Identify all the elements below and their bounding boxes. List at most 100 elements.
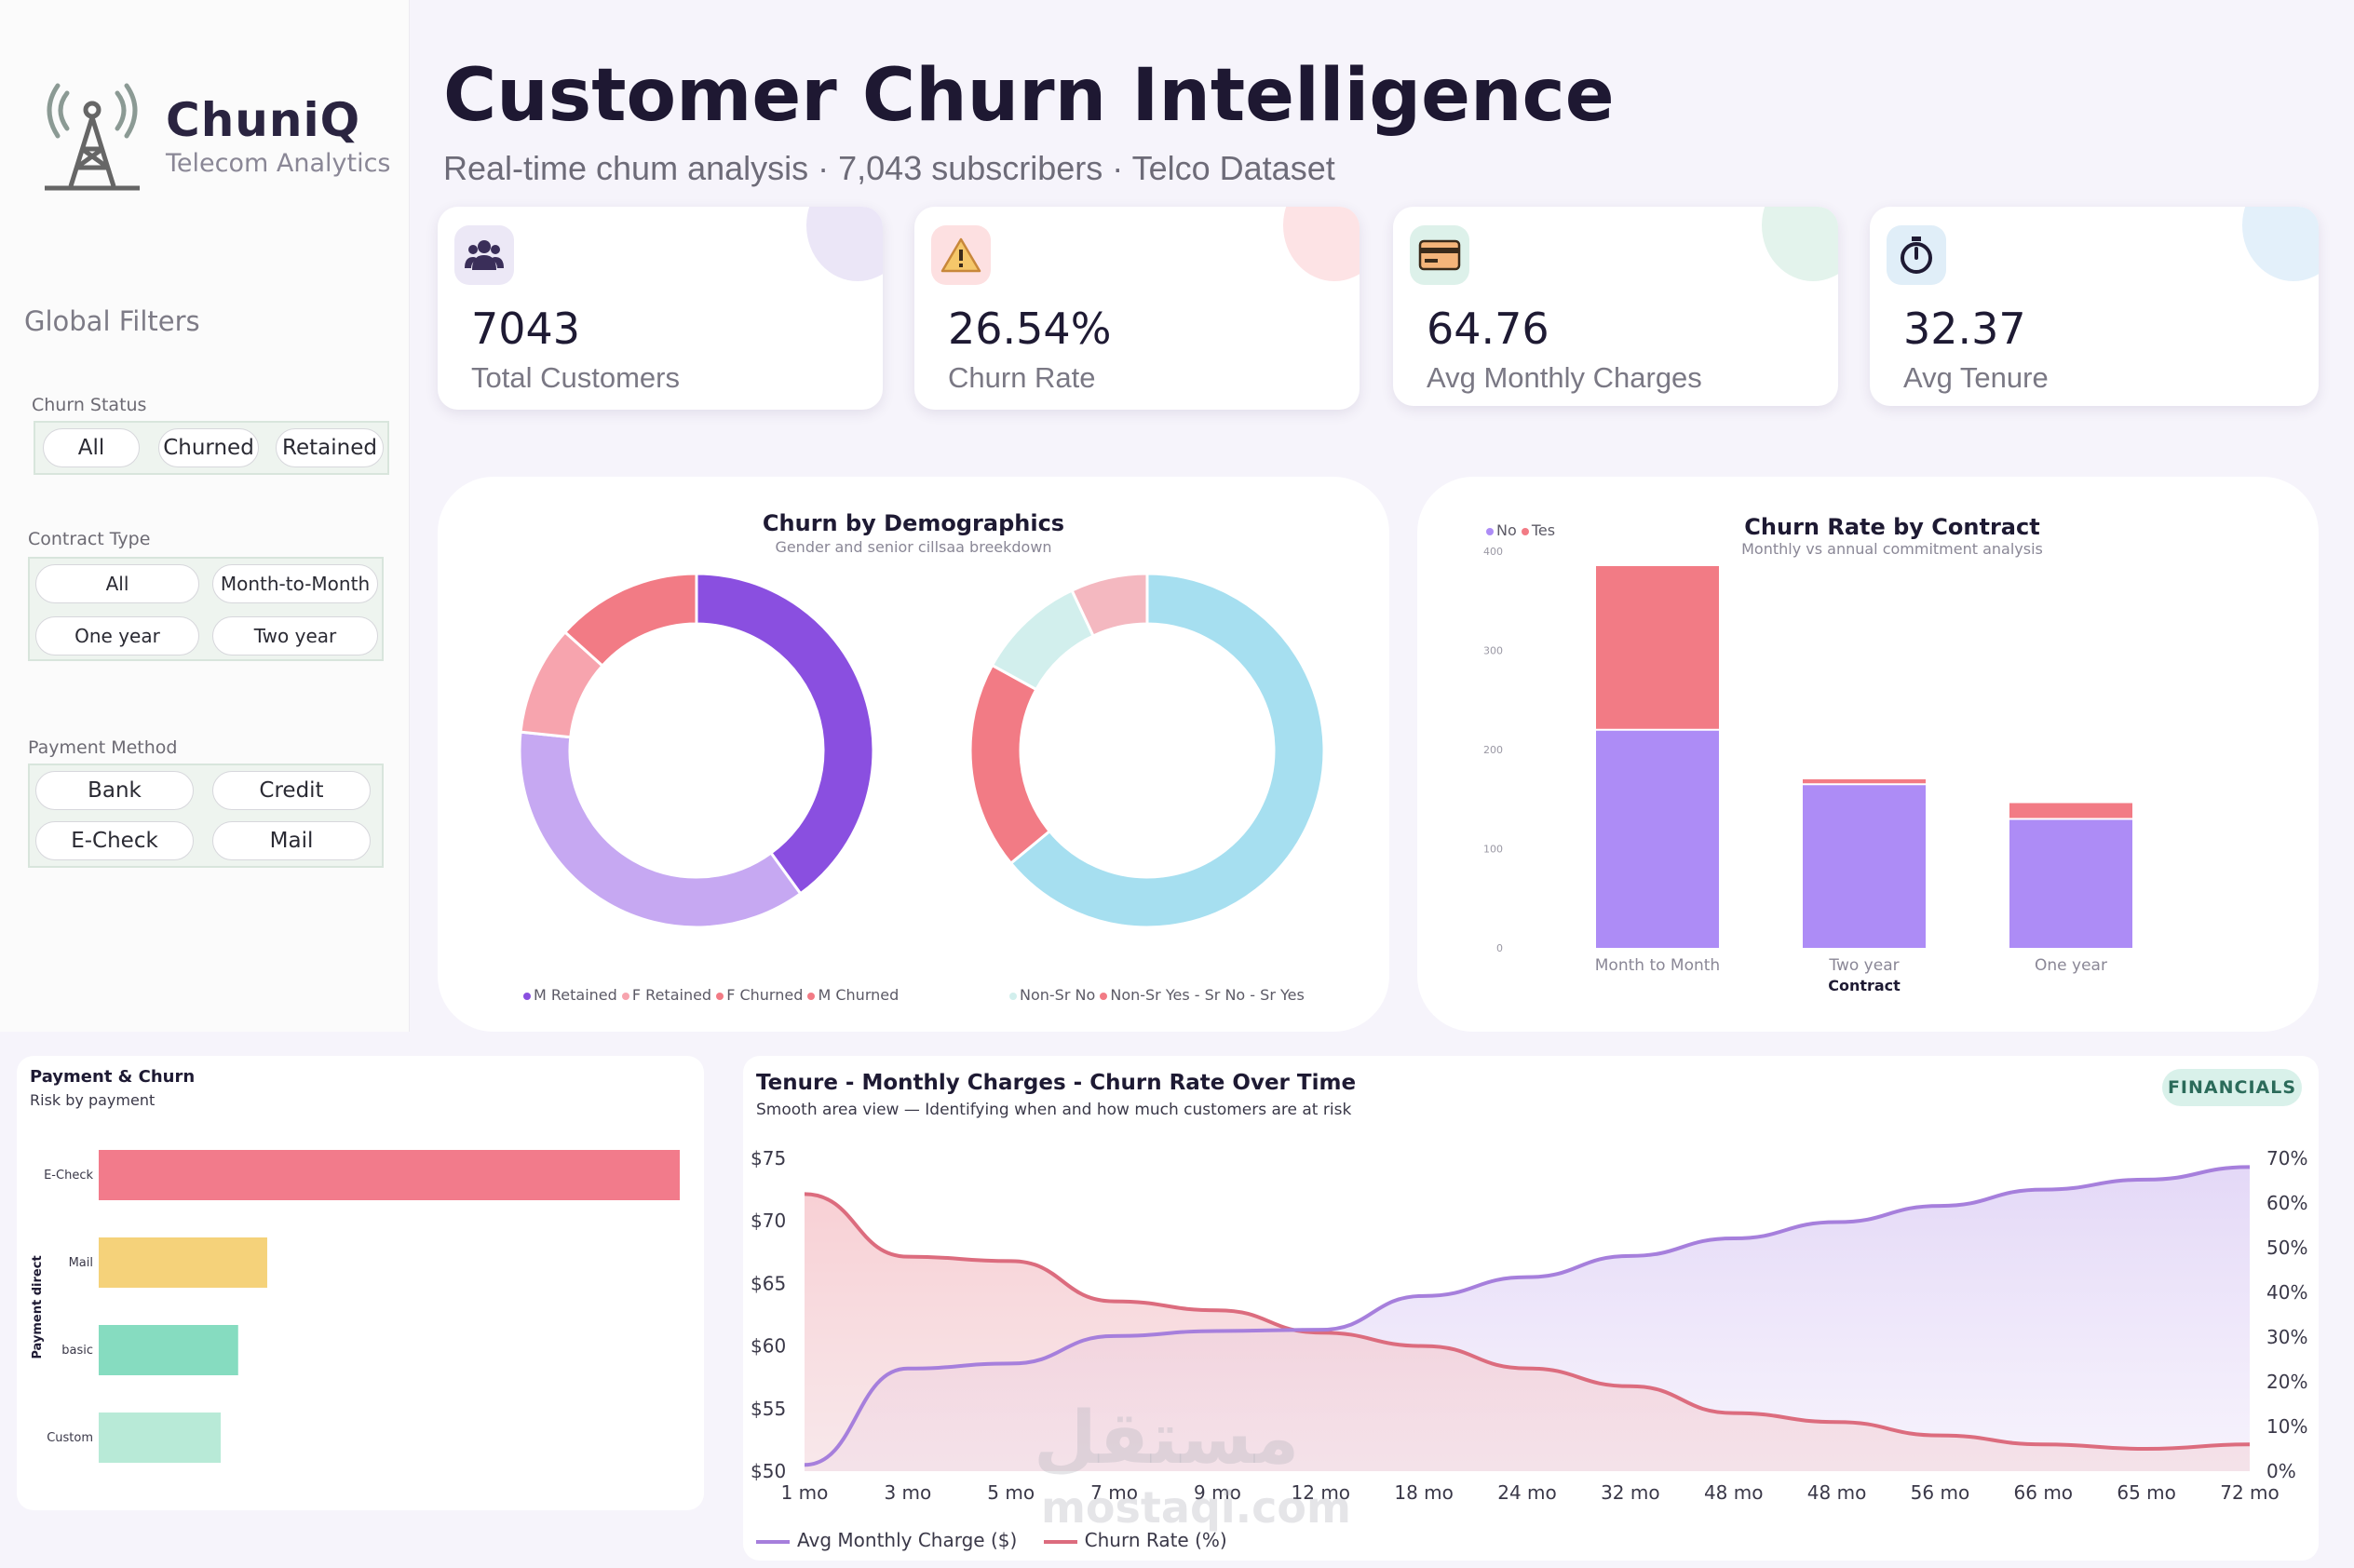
kpi-card-total-customers: 7043 Total Customers <box>438 207 883 410</box>
kpi-card-avg-monthly: 64.76 Avg Monthly Charges <box>1393 207 1838 406</box>
bar-no <box>2009 818 2132 948</box>
kpi-card-avg-tenure: 32.37 Avg Tenure <box>1870 207 2319 406</box>
payment-bar <box>99 1413 222 1463</box>
legend-item: M Retained <box>523 986 617 1004</box>
filter-payment-mail[interactable]: Mail <box>212 821 371 860</box>
kpi-accent-blob <box>1283 207 1360 281</box>
kpi-label: Avg Monthly Charges <box>1427 361 1702 394</box>
y-tick-label: 300 <box>1483 645 1503 657</box>
kpi-accent-blob <box>806 207 883 281</box>
filter-contract-two-year[interactable]: Two year <box>212 616 378 656</box>
legend-item: Tes <box>1521 521 1555 539</box>
brand-logo: ChuniQ Telecom Analytics <box>41 76 395 197</box>
y-left-tick-label: $70 <box>751 1210 786 1232</box>
payment-bar <box>99 1237 267 1288</box>
filters-title: Global Filters <box>24 305 200 337</box>
x-tick-label: 9 mo <box>1194 1481 1241 1504</box>
x-axis-label: Contract <box>1828 977 1901 994</box>
x-tick-label: 18 mo <box>1394 1481 1454 1504</box>
x-tick-label: 5 mo <box>987 1481 1035 1504</box>
payment-method-filter: Bank Credit E-Check Mail <box>28 764 384 868</box>
filter-contract-one-year[interactable]: One year <box>35 616 199 656</box>
filter-contract-month[interactable]: Month-to-Month <box>212 564 378 603</box>
x-tick-label: 48 mo <box>1807 1481 1867 1504</box>
contract-type-label: Contract Type <box>28 529 151 549</box>
filter-payment-echeck[interactable]: E-Check <box>35 821 194 860</box>
x-tick-label: 65 mo <box>2117 1481 2176 1504</box>
warning-icon <box>931 225 991 285</box>
cell-tower-icon <box>45 83 140 191</box>
contract-legend: No Tes <box>1486 521 1555 539</box>
legend-item: F Retained <box>621 986 711 1004</box>
watermark-url: mostaqi.com <box>1041 1482 1351 1533</box>
y-tick-label: E-Check <box>44 1169 93 1183</box>
brand-tagline: Telecom Analytics <box>166 149 391 178</box>
donut-slice <box>562 572 698 669</box>
kpi-card-churn-rate: 26.54% Churn Rate <box>914 207 1360 410</box>
payment-bar <box>99 1150 680 1200</box>
y-right-tick-label: 60% <box>2266 1192 2307 1214</box>
charge-line <box>804 1165 2251 1467</box>
y-tick-label: 200 <box>1483 744 1503 756</box>
page-title: Customer Churn Intelligence <box>443 54 1615 138</box>
x-tick-label: One year <box>2035 956 2107 975</box>
bar-no <box>1596 729 1719 948</box>
stopwatch-icon <box>1887 225 1946 285</box>
y-tick-label: Custom <box>47 1431 93 1445</box>
trend-legend: Avg Monthly Charge ($) Churn Rate (%) <box>756 1529 1227 1551</box>
y-left-tick-label: $55 <box>751 1398 786 1420</box>
y-right-tick-label: 0% <box>2266 1460 2296 1482</box>
y-tick-label: 0 <box>1496 942 1503 954</box>
users-icon <box>454 225 514 285</box>
x-tick-label: 3 mo <box>884 1481 931 1504</box>
x-tick-label: 32 mo <box>1601 1481 1660 1504</box>
x-tick-label: 7 mo <box>1090 1481 1138 1504</box>
financials-badge[interactable]: FINANCIALS <box>2162 1069 2302 1106</box>
senior-legend: Non-Sr No Non-Sr Yes - Sr No - Sr Yes <box>1009 986 1305 1004</box>
contract-title: Churn Rate by Contract <box>1744 514 2040 540</box>
contract-type-filter: All Month-to-Month One year Two year <box>28 557 384 661</box>
credit-card-icon <box>1410 225 1469 285</box>
filter-churn-all[interactable]: All <box>43 428 140 467</box>
filter-churn-retained[interactable]: Retained <box>276 428 384 467</box>
x-tick-label: 72 mo <box>2220 1481 2280 1504</box>
y-left-tick-label: $65 <box>751 1272 786 1294</box>
x-tick-label: 24 mo <box>1497 1481 1557 1504</box>
gender-donut-chart <box>518 572 875 929</box>
filter-payment-credit[interactable]: Credit <box>212 771 371 810</box>
x-tick-label: Two year <box>1828 956 1899 975</box>
kpi-value: 7043 <box>471 304 581 354</box>
legend-item: M Churned <box>807 986 899 1004</box>
legend-item: Churn Rate (%) <box>1043 1529 1227 1551</box>
donut-slice <box>968 663 1052 866</box>
page-subtitle: Real-time chum analysis · 7,043 subscrib… <box>443 149 1335 187</box>
brand-name: ChuniQ <box>166 93 361 147</box>
contract-bar-chart: 0 100 200 300 400 Month to Month Two year One y… <box>1483 546 2132 994</box>
filter-contract-all[interactable]: All <box>35 564 199 603</box>
churn-status-label: Churn Status <box>32 395 147 415</box>
kpi-value: 64.76 <box>1427 304 1549 354</box>
y-right-tick-label: 20% <box>2266 1371 2307 1393</box>
churn-line <box>804 1192 2251 1452</box>
payment-method-label: Payment Method <box>28 737 178 758</box>
y-left-tick-label: $50 <box>751 1460 786 1482</box>
demographics-card: Churn by Demographics Gender and senior … <box>438 477 1389 1032</box>
filter-churn-churned[interactable]: Churned <box>158 428 259 467</box>
bar-yes <box>1803 778 1926 785</box>
y-tick-label: basic <box>61 1344 93 1358</box>
trend-area-chart: $50 $55 $60 $65 $70 $75 0% 10% 20% 30% 40% 50% 60% 70… <box>751 1147 2307 1504</box>
payment-subtitle: Risk by payment <box>30 1091 156 1109</box>
y-right-tick-label: 10% <box>2266 1415 2307 1438</box>
payment-card: Payment & Churn Risk by payment E-Check M… <box>17 1056 704 1510</box>
trend-subtitle: Smooth area view — Identifying when and … <box>756 1101 1352 1119</box>
donut-slice <box>518 730 803 929</box>
legend-item: - Sr No <box>1194 986 1246 1004</box>
bar-yes <box>2009 803 2132 819</box>
filter-payment-bank[interactable]: Bank <box>35 771 194 810</box>
donut-slice <box>1070 572 1149 638</box>
churn-area <box>805 1194 2250 1471</box>
y-right-tick-label: 40% <box>2266 1281 2307 1304</box>
legend-item: - Sr Yes <box>1250 986 1305 1004</box>
trend-title: Tenure - Monthly Charges - Churn Rate Ov… <box>756 1071 1357 1095</box>
kpi-value: 32.37 <box>1903 304 2026 354</box>
